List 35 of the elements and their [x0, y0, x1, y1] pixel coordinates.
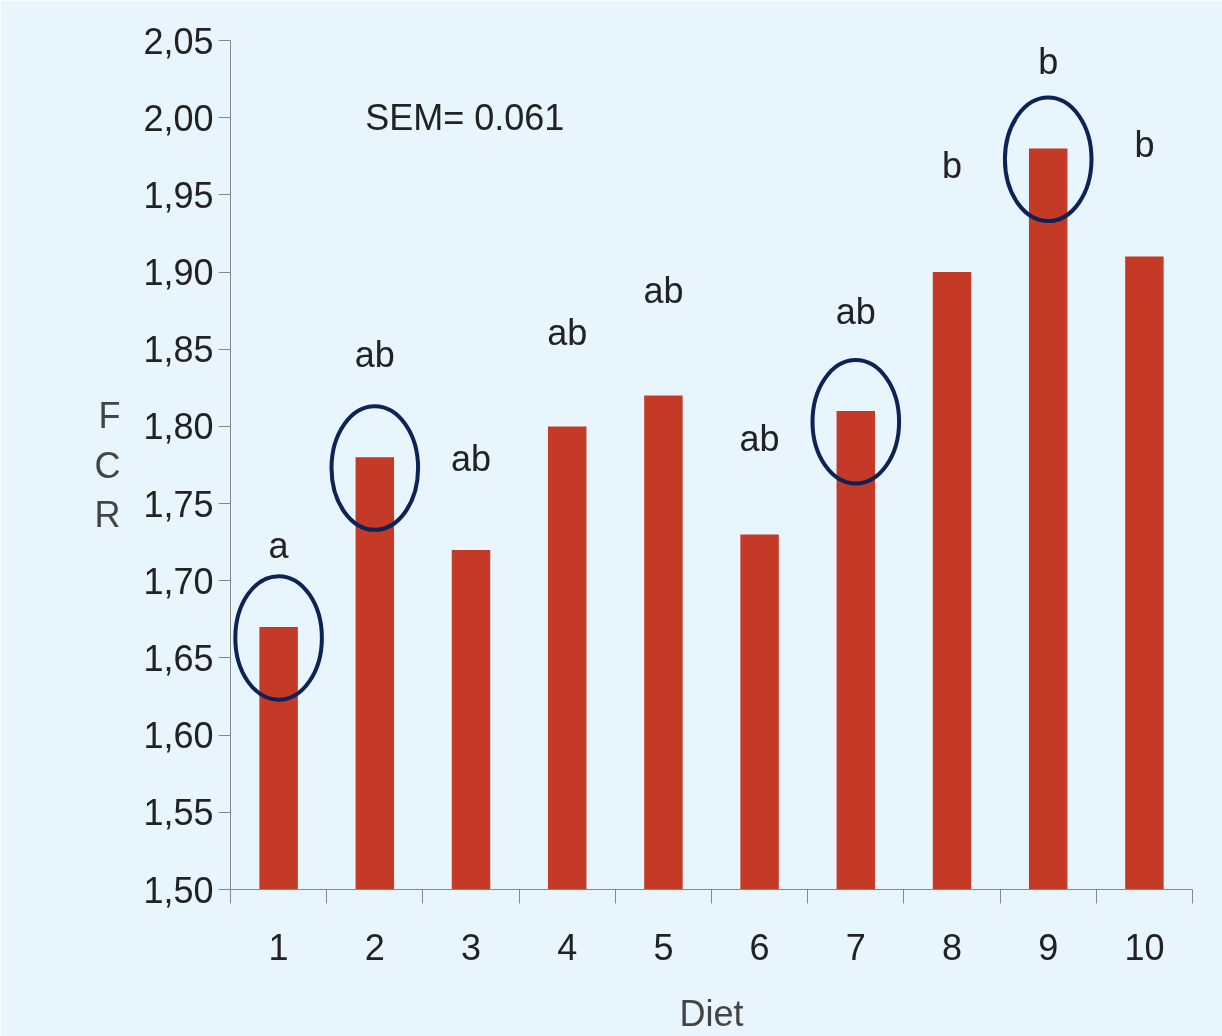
annotation: ab [354, 333, 395, 375]
x-tick-label: 3 [460, 926, 482, 968]
y-tick-label: 1,95 [143, 174, 214, 216]
y-tick-label: 1,90 [143, 252, 214, 294]
y-tick-label: 1,70 [143, 560, 214, 602]
x-tick-label: 5 [653, 926, 674, 968]
x-tick-label: 10 [1124, 926, 1165, 968]
x-tick-label: 2 [364, 926, 385, 968]
y-tick-label: 2,05 [143, 20, 214, 62]
x-tick-label: 8 [941, 926, 963, 968]
annotation: ab [643, 270, 684, 312]
y-tick-label: 1,55 [143, 792, 214, 834]
annotation: b [941, 144, 963, 186]
y-tick-label: 1,75 [143, 483, 214, 525]
x-tick-label: 6 [749, 926, 770, 968]
y-tick-label: 1,50 [143, 869, 214, 911]
x-tick-label: 9 [1038, 926, 1059, 968]
x-tick-label: 4 [557, 926, 578, 968]
annotation: ab [739, 417, 780, 459]
y-tick-label: 1,60 [143, 715, 214, 757]
x-tick-label: 1 [268, 926, 289, 968]
y-tick-label: 1,65 [143, 637, 214, 679]
annotation: ab [835, 291, 876, 333]
y-axis-title: FCR [94, 395, 121, 535]
annotation: b [1134, 124, 1155, 166]
annotation: ab [547, 311, 588, 353]
y-tick-label: 1,80 [143, 406, 214, 448]
annotation: SEM= 0.061 [365, 97, 565, 139]
x-tick-label: 7 [845, 926, 866, 968]
x-axis-title: Diet [679, 992, 744, 1034]
y-tick-label: 2,00 [143, 97, 214, 139]
annotation: ab [450, 438, 492, 480]
y-tick-label: 1,85 [143, 329, 214, 371]
annotation: a [268, 524, 290, 566]
annotation: b [1038, 41, 1059, 83]
